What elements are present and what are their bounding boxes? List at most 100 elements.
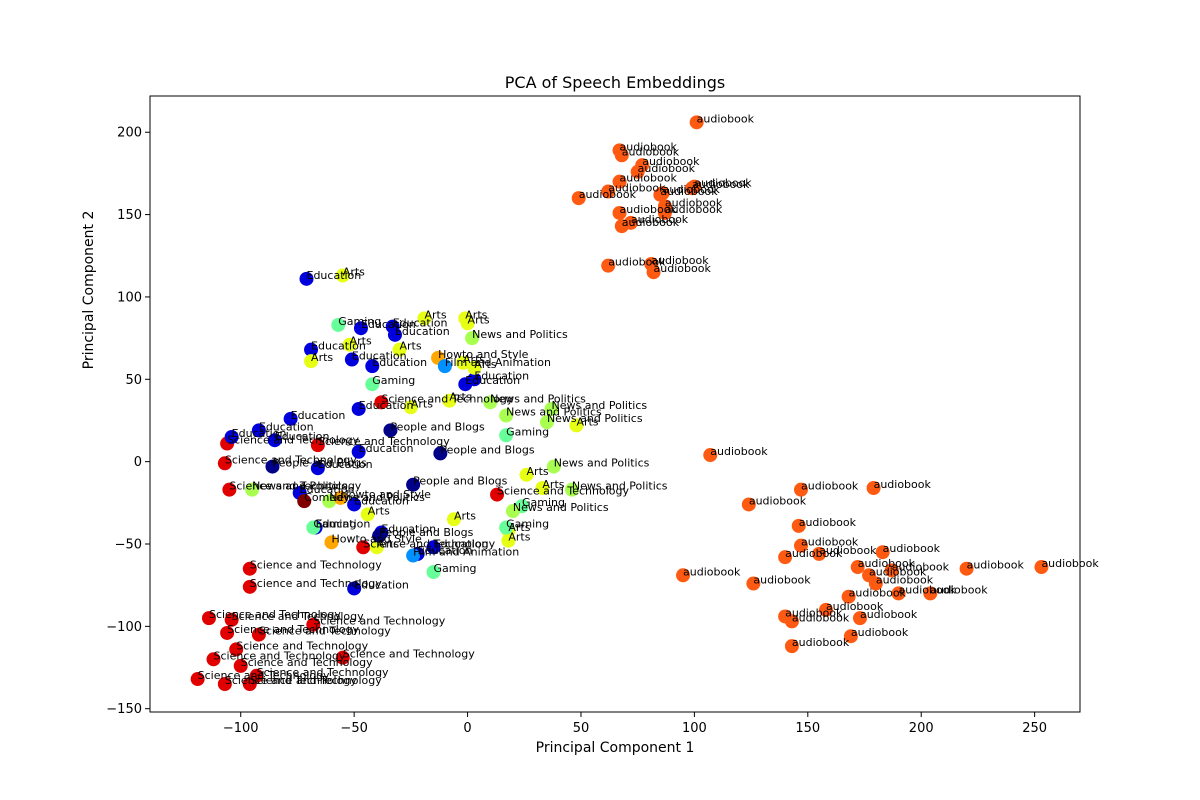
scatter-point [310, 438, 325, 453]
scatter-point [843, 629, 858, 644]
point-label: Education [232, 427, 287, 440]
point-label: audiobook [892, 560, 950, 573]
scatter-point [891, 586, 906, 601]
scatter-point [784, 614, 799, 629]
point-label: audiobook [622, 145, 680, 158]
point-label: audiobook [753, 574, 811, 587]
scatter-point [959, 561, 974, 576]
point-label: audiobook [799, 516, 857, 529]
point-label: Education [352, 350, 407, 363]
point-label: audiobook [930, 583, 988, 596]
point-label: Arts [542, 478, 564, 491]
scatter-point [655, 186, 670, 201]
point-label: News and Politics [513, 501, 609, 514]
point-label: audiobook [849, 587, 907, 600]
scatter-point [351, 444, 366, 459]
point-label: Science and Technology [214, 649, 346, 662]
point-label: Arts [465, 308, 487, 321]
point-label: News and Politics [506, 406, 602, 419]
scatter-point [571, 191, 586, 206]
point-label: Arts [463, 353, 485, 366]
x-axis-title: Principal Component 1 [536, 740, 695, 756]
point-label: News and Politics [551, 399, 647, 412]
point-label: audiobook [899, 583, 957, 596]
scatter-point [442, 393, 457, 408]
point-label: audiobook [883, 542, 941, 555]
point-label: audiobook [642, 155, 700, 168]
point-label: Education [354, 578, 409, 591]
scatter-point [850, 560, 865, 575]
point-label: audiobook [692, 178, 750, 191]
point-label: Comedy [304, 491, 350, 504]
scatter-point [217, 456, 232, 471]
point-label: News and Politics [329, 491, 425, 504]
scatter-point [306, 520, 321, 535]
point-label: News and Politics [252, 480, 348, 493]
scatter-point [676, 568, 691, 583]
x-axis: −100 −50 0 50 100 150 200 250 [223, 712, 1047, 736]
scatter-point [406, 477, 421, 492]
scatter-point [322, 494, 337, 509]
point-label: Science and Technology [232, 610, 364, 623]
point-label: Arts [527, 465, 549, 478]
scatter-point [614, 148, 629, 163]
point-label: Education [418, 544, 473, 557]
scatter-point [220, 625, 235, 640]
scatter-point [501, 533, 516, 548]
point-label: Arts [411, 397, 433, 410]
scatter-point [483, 395, 498, 410]
x-tick-label: 200 [909, 721, 934, 736]
scatter-point [360, 507, 375, 522]
point-label: Gaming [506, 425, 549, 438]
scatter-point [206, 652, 221, 667]
point-label: Science and Technology [497, 485, 629, 498]
scatter-point [812, 546, 827, 561]
scatter-point [387, 327, 402, 342]
scatter-point [689, 115, 704, 130]
scatter-point [426, 540, 441, 555]
scatter-point [884, 563, 899, 578]
scatter-point [657, 205, 672, 220]
point-label: audiobook [608, 256, 666, 269]
scatter-point [868, 576, 883, 591]
y-axis-title: Principal Component 2 [81, 211, 97, 370]
point-label: News and Politics [572, 480, 668, 493]
point-label: audiobook [620, 140, 678, 153]
point-label: audiobook [608, 182, 666, 195]
point-label: People and Blogs [413, 475, 508, 488]
scatter-point [866, 481, 881, 495]
scatter-point [519, 467, 534, 482]
point-label: Science and Technology [257, 666, 389, 679]
point-label: Science and Technology [250, 559, 382, 572]
point-label: Howto and Style [331, 532, 422, 545]
point-label: audiobook [694, 177, 752, 190]
point-label: People and Blogs [440, 443, 535, 456]
point-label: Howto and Style [341, 488, 432, 501]
scatter-point [242, 561, 257, 576]
scatter-point [310, 461, 325, 476]
scatter-point [331, 317, 346, 332]
point-label: Arts [449, 391, 471, 404]
point-label: Arts [368, 504, 390, 517]
point-label: Education [316, 518, 371, 531]
point-label: Arts [424, 308, 446, 321]
point-label: News and Politics [554, 457, 650, 470]
point-label: Education [359, 399, 414, 412]
scatter-point [539, 415, 554, 430]
scatter-point [465, 331, 480, 346]
scatter-point [365, 377, 380, 392]
point-label: audiobook [826, 600, 884, 613]
point-label: Science and Technology [229, 480, 361, 493]
point-label: audiobook [860, 608, 918, 621]
point-label: audiobook [651, 254, 709, 267]
point-label: Science and Technology [381, 392, 513, 405]
point-label: audiobook [967, 559, 1025, 572]
point-label: audiobook [620, 203, 678, 216]
point-label: audiobook [819, 544, 877, 557]
scatter-point [923, 586, 938, 601]
scatter-point [426, 565, 441, 579]
point-label: Education [465, 374, 520, 387]
scatter-point [283, 411, 298, 426]
point-label: Arts [474, 358, 496, 371]
point-label: Arts [400, 340, 422, 353]
